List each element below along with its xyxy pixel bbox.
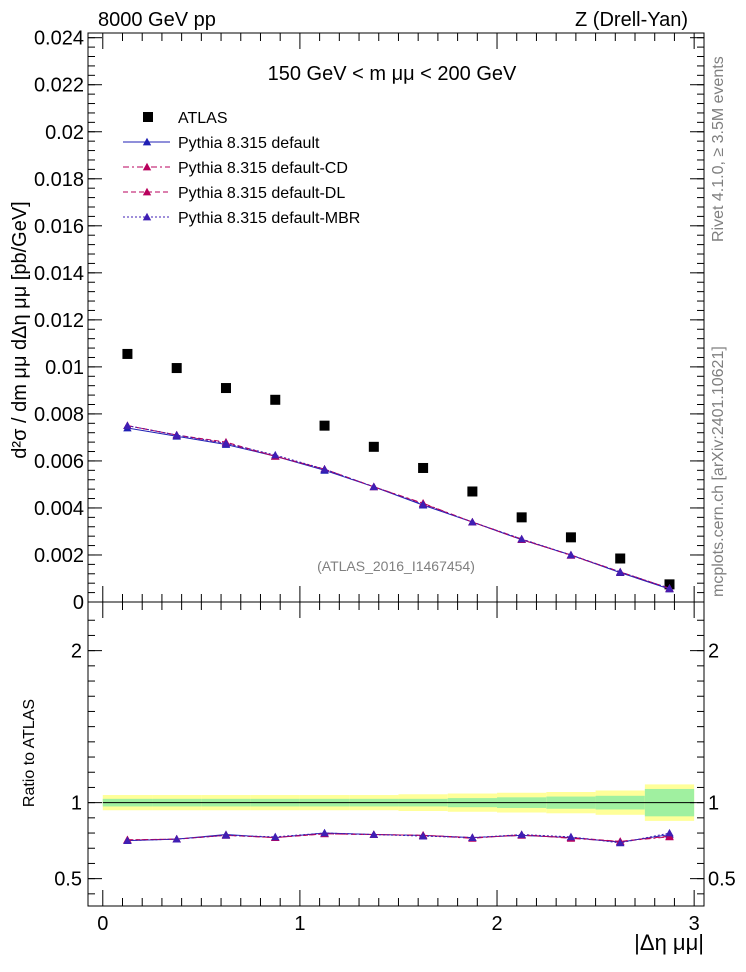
ratio-pythia-8-315-default-mbr-point [320,828,329,837]
legend-marker-pythia-8-315-default [142,137,152,146]
legend-label: ATLAS [178,110,228,127]
atlas-data-point [270,394,281,405]
atlas-data-point [220,383,231,394]
pythia-8-315-default-mbr-point [566,550,576,559]
atlas-data-point [122,348,133,359]
ratio-pythia-8-315-default-mbr-point [566,832,576,841]
y-tick-label: 0.012 [34,310,84,332]
legend-label: Pythia 8.315 default-MBR [178,210,360,227]
ratio-y-axis-label: Ratio to ATLAS [21,699,38,807]
y-tick-label: 0.006 [34,451,84,473]
legend: ATLAS Pythia 8.315 default Pythia 8.315 de… [123,110,360,227]
ratio-y-tick-label-left: 2 [71,641,82,663]
ratio-pythia-8-315-default-mbr-point [468,833,477,841]
ratio-panel: 0.5 0.5 1 1 2 2 0 1 2 3 Ratio to ATLAS |Δη μμ| [21,601,736,955]
x-tick-label: 3 [689,913,700,935]
ratio-uncertainty-bands [102,784,695,821]
analysis-watermark: (ATLAS_2016_I1467454) [317,558,475,574]
pythia-8-315-default-mbr-point [418,500,428,508]
pythia-8-315-default-mbr-point [271,450,280,459]
ratio-pythia-8-315-default-mbr-point [418,831,428,840]
x-axis-label: |Δη μμ| [634,930,704,955]
pythia-8-315-default-mbr-point [123,421,132,430]
pythia-8-315-default-mbr-point [369,482,379,491]
mcplots-label: mcplots.cern.ch [arXiv:2401.10621] [710,346,727,597]
y-tick-label: 0.008 [34,404,84,426]
ratio-pythia-8-315-default-mbr-line [127,832,670,844]
y-tick-label: 0.016 [34,216,84,238]
y-tick-label: 0.01 [45,357,84,379]
header-left: 8000 GeV pp [98,9,216,31]
pythia-8-315-default-mbr-point [517,534,526,543]
pythia-8-315-default-mbr-point [665,584,674,592]
atlas-data-point [171,363,182,374]
ratio-pythia-8-315-default-mbr-point [369,830,379,838]
header-right: Z (Drell-Yan) [575,9,688,31]
ratio-axis-ticks [88,602,704,906]
ratio-pythia-8-315-default-mbr-point [172,834,181,843]
pythia-8-315-default-mbr-point [320,464,329,473]
ratio-pythia-8-315-default-line [127,832,670,843]
pythia-8-315-default-mbr-point [221,439,231,447]
ratio-pythia-8-315-default-cd-line [127,833,670,842]
y-tick-label: 0.024 [34,28,84,50]
y-tick-label: 0.022 [34,75,84,97]
atlas-data-point [516,512,527,523]
ratio-pythia-8-315-default-mbr-point [221,831,231,839]
main-y-axis-label: d²σ / dm μμ dΔη μμ [pb/GeV] [9,201,31,458]
ratio-pythia-8-315-default-mbr-point [616,838,625,847]
pythia-8-315-default-mbr-point [468,517,477,526]
legend-label: Pythia 8.315 default-CD [178,160,348,177]
legend-marker-pythia-8-315-default-dl [142,187,152,196]
pythia-8-315-default-mbr-point [616,567,625,576]
legend-label: Pythia 8.315 default-DL [178,185,345,202]
y-tick-label: 0.014 [34,263,84,285]
main-marks [122,348,675,593]
atlas-data-point [615,553,626,564]
atlas-data-point [467,486,478,497]
atlas-data-point [565,532,576,543]
atlas-data-point [418,462,429,473]
panel-title: 150 GeV < m μμ < 200 GeV [268,63,517,85]
y-tick-label: 0.004 [34,498,84,520]
atlas-data-point [319,420,330,431]
ratio-tick-labels: 0.5 0.5 1 1 2 2 0 1 2 3 [54,641,736,935]
y-tick-label: 0.002 [34,545,84,567]
y-tick-label: 0 [73,592,84,614]
ratio-pythia-8-315-default-mbr-point [665,828,674,837]
legend-label: Pythia 8.315 default [178,135,320,152]
ratio-plot-frame [87,601,705,907]
main-axis-ticks [88,33,704,603]
legend-marker-pythia-8-315-default-mbr [142,212,152,221]
ratio-y-tick-label-left: 1 [71,793,82,815]
pythia-8-315-default-mbr-point [172,430,181,439]
ratio-y-tick-label-left: 0.5 [54,869,82,891]
x-tick-label: 1 [294,913,305,935]
atlas-data-point [368,441,379,452]
legend-marker-pythia-8-315-default-cd [142,162,152,171]
ratio-y-tick-label-right: 0.5 [708,869,736,891]
y-tick-label: 0.02 [45,122,84,144]
legend-marker-atlas [143,112,153,122]
ratio-pythia-8-315-default-mbr-point [271,832,280,841]
ratio-marks [123,828,674,847]
x-tick-label: 0 [97,913,108,935]
main-y-tick-labels: 0 0.002 0.004 0.006 0.008 0.01 0.012 0.014 0.016… [34,28,84,614]
pythia-8-315-default-mbr-line [127,425,670,589]
ratio-y-tick-label-right: 2 [708,641,719,663]
rivet-label: Rivet 4.1.0, ≥ 3.5M events [710,56,727,242]
y-tick-label: 0.018 [34,169,84,191]
x-tick-label: 2 [491,913,502,935]
main-panel: 0 0.002 0.004 0.006 0.008 0.01 0.012 0.014 0.016… [9,28,705,614]
ratio-y-tick-label-right: 1 [708,793,719,815]
ratio-pythia-8-315-default-mbr-point [123,836,132,844]
ratio-pythia-8-315-default-mbr-point [517,830,526,838]
